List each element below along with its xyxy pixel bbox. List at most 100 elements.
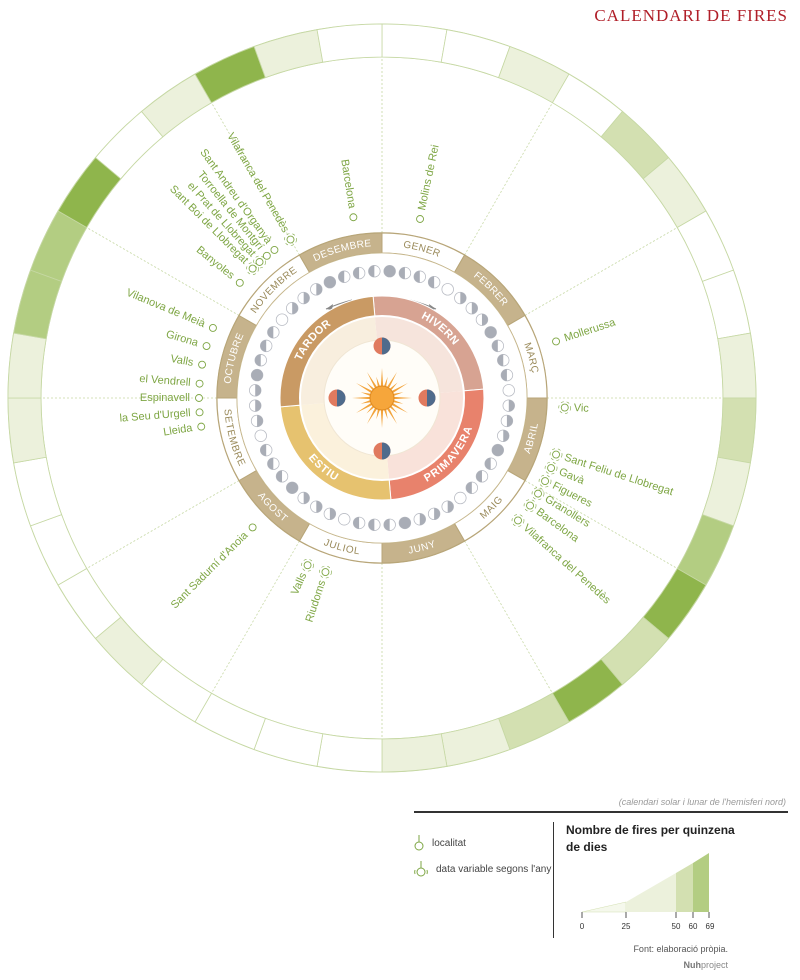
town-marker-icon [195, 379, 204, 388]
legend-note: (calendari solar i lunar de l'hemisferi … [618, 797, 786, 807]
legend-town-label: localitat [432, 837, 466, 849]
moon-phase-ring [249, 265, 515, 531]
moon-phase-icon [267, 326, 280, 339]
fortnight-segment [316, 733, 383, 773]
town-marker-icon [552, 337, 560, 346]
moon-phase-icon [368, 265, 381, 278]
fortnight-segment [7, 397, 47, 464]
fortnight-segment [13, 456, 63, 527]
scale-tick-25: 25 [622, 922, 631, 931]
month-divider [464, 102, 553, 256]
sun-and-earth-center [328, 337, 436, 460]
moon-phase-icon [497, 354, 510, 367]
scale-tick-0: 0 [580, 922, 585, 931]
town-marker-icon [349, 213, 358, 222]
brand-bold: Nuh [683, 960, 701, 970]
sun-icon [352, 368, 412, 428]
moon-phase-icon [497, 429, 510, 442]
town-label: Sant Sadurní d'Anoia [169, 523, 257, 611]
town-label: Vilanova de Meià [125, 287, 217, 332]
scale-tick-60: 60 [689, 922, 698, 931]
month-divider [86, 227, 240, 316]
town-marker-icon [286, 235, 295, 244]
moon-phase-icon [352, 516, 366, 530]
legend-variable-label: data variable segons l'any [436, 863, 552, 875]
month-divider [86, 480, 240, 569]
town-name: Vilanova de Meià [125, 287, 208, 331]
scale-title: Nombre de fires per quinzena de dies [566, 823, 735, 854]
legend-variable: data variable segons l'any [412, 861, 551, 877]
moon-phase-icon [475, 313, 489, 326]
variable-date-marker-icon [414, 861, 428, 877]
town-marker-icon [560, 403, 569, 412]
town-label: Molins de Rei [416, 144, 442, 223]
scale-segment-25-50 [626, 873, 676, 912]
town-marker-icon [547, 464, 556, 472]
town-name: Sant Sadurní d'Anoia [169, 529, 251, 611]
moon-phase-icon [249, 384, 262, 397]
brand-credit: Nuhproject [683, 960, 728, 970]
town-marker-icon [262, 251, 271, 260]
earth-icon [328, 389, 346, 407]
moon-phase-icon [267, 457, 280, 470]
earth-icon [373, 337, 391, 355]
town-label: Vic [558, 401, 590, 415]
town-marker-icon [195, 394, 203, 402]
town-name: Valls [289, 571, 310, 597]
town-marker-icon [248, 264, 257, 273]
legend-divider [553, 822, 554, 938]
moon-phase-icon [500, 368, 514, 382]
town-marker-icon [552, 450, 560, 459]
town-marker-icon [303, 561, 312, 570]
moon-phase-icon [310, 500, 323, 513]
moon-phase-icon [310, 283, 323, 296]
source-note: Font: elaboració pròpia. [633, 944, 728, 954]
page-title: CALENDARI DE FIRES [594, 6, 788, 25]
earth-icon [418, 389, 436, 407]
town-label: Lleida [162, 422, 206, 439]
town-marker-icon [541, 477, 550, 486]
town-marker-icon [526, 501, 535, 510]
moon-phase-icon [427, 275, 441, 289]
moon-phase-icon [275, 470, 289, 483]
fortnight-segment [253, 717, 324, 767]
town-marker-icon [248, 523, 257, 532]
town-name: Molins de Rei [416, 144, 442, 212]
moon-phase-icon [465, 301, 479, 315]
moon-phase-icon [338, 513, 351, 526]
fortnight-segment [381, 733, 448, 773]
town-marker-icon [534, 489, 542, 498]
town-label: Girona [165, 328, 211, 350]
town-marker-icon [198, 360, 207, 369]
moon-phase-icon [398, 516, 412, 530]
moon-phase-icon [297, 491, 310, 505]
town-marker-icon [235, 278, 244, 287]
fortnight-segment [701, 269, 751, 340]
earth-icon [373, 442, 391, 460]
scale-tick-50: 50 [672, 922, 681, 931]
month-divider [464, 540, 553, 694]
town-label: Riudoms [304, 565, 332, 624]
moon-phase-icon [259, 339, 273, 353]
moon-phase-icon [441, 283, 454, 296]
town-label: Valls [289, 558, 314, 597]
town-name: Vic [573, 402, 589, 415]
moon-phase-icon [383, 518, 396, 531]
moon-phase-icon [383, 265, 396, 278]
moon-phase-icon [413, 513, 426, 526]
town-label: Mollerussa [552, 316, 618, 346]
moon-phase-icon [441, 500, 454, 513]
fortnight-ring [7, 23, 757, 773]
moon-phase-icon [254, 354, 267, 367]
town-label: Barcelona [338, 158, 358, 222]
town-marker-icon [514, 516, 522, 525]
moon-phase-icon [323, 275, 337, 289]
moon-phase-icon [475, 470, 489, 483]
town-label: Valls [169, 353, 207, 369]
moon-phase-icon [368, 518, 381, 531]
town-marker-icon [197, 422, 206, 431]
moon-phase-icon [250, 414, 264, 428]
fortnight-segment [440, 717, 511, 767]
moon-phase-icon [297, 291, 310, 305]
